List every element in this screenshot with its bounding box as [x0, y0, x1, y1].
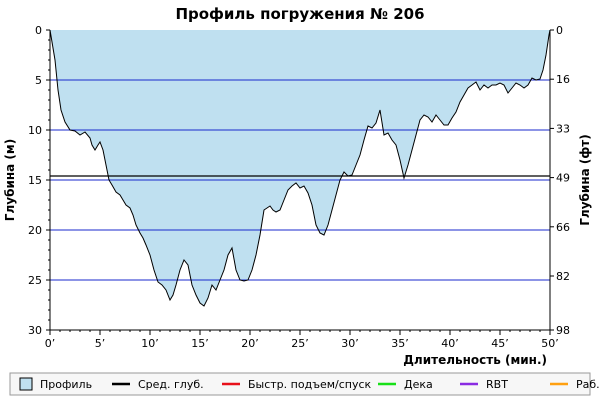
y-axis-title-right: Глубина (фт) [578, 134, 592, 225]
x-tick-label: 35’ [391, 337, 409, 350]
x-tick-label: 10’ [141, 337, 159, 350]
profile-area [50, 30, 550, 306]
y-tick-label-right: 49 [556, 172, 570, 185]
x-tick-label: 50’ [541, 337, 559, 350]
legend-box [9, 372, 591, 396]
y-tick-label-left: 25 [28, 274, 42, 287]
legend: Профиль Сред. глуб. Быстр. подъем/спуск Дек… [9, 372, 600, 396]
y-tick-label-right: 33 [556, 122, 570, 135]
legend-swatch-profile [19, 377, 33, 391]
y-tick-label-left: 30 [28, 324, 42, 337]
legend-label: Дека [404, 378, 433, 391]
x-tick-label: 15’ [191, 337, 209, 350]
y-tick-label-left: 10 [28, 124, 42, 137]
x-tick-label: 30’ [341, 337, 359, 350]
legend-label: Сред. глуб. [138, 378, 204, 391]
y-tick-label-right: 82 [556, 270, 570, 283]
y-tick-label-left: 20 [28, 224, 42, 237]
y-tick-label-right: 16 [556, 73, 570, 86]
y-tick-label-right: 66 [556, 221, 570, 234]
x-tick-label: 0’ [45, 337, 56, 350]
legend-label: Профиль [40, 378, 92, 391]
y-axis-title-left: Глубина (м) [3, 139, 17, 221]
plot-area [49, 29, 551, 307]
x-tick-label: 5’ [95, 337, 106, 350]
legend-label: Быстр. подъем/спуск [248, 378, 372, 391]
x-tick-label: 40’ [441, 337, 459, 350]
y-tick-label-right: 0 [556, 24, 563, 37]
x-axis-title: Длительность (мин.) [403, 353, 547, 367]
profile-line [49, 29, 551, 307]
chart-title: Профиль погружения № 206 [175, 5, 424, 23]
x-tick-label: 45’ [491, 337, 509, 350]
legend-label: Раб. [576, 378, 600, 391]
legend-label: RBT [486, 378, 508, 391]
x-tick-label: 25’ [291, 337, 309, 350]
y-tick-label-left: 0 [35, 24, 42, 37]
axes: 0’ 5’ 10’ 15’ 20’ 25’ 30’ 35’ 40’ 45’ 50’ 0 5 10 15 20 2… [28, 24, 570, 350]
x-tick-label: 20’ [241, 337, 259, 350]
y-tick-label-right: 98 [556, 324, 570, 337]
y-tick-label-left: 15 [28, 174, 42, 187]
y-tick-label-left: 5 [35, 74, 42, 87]
